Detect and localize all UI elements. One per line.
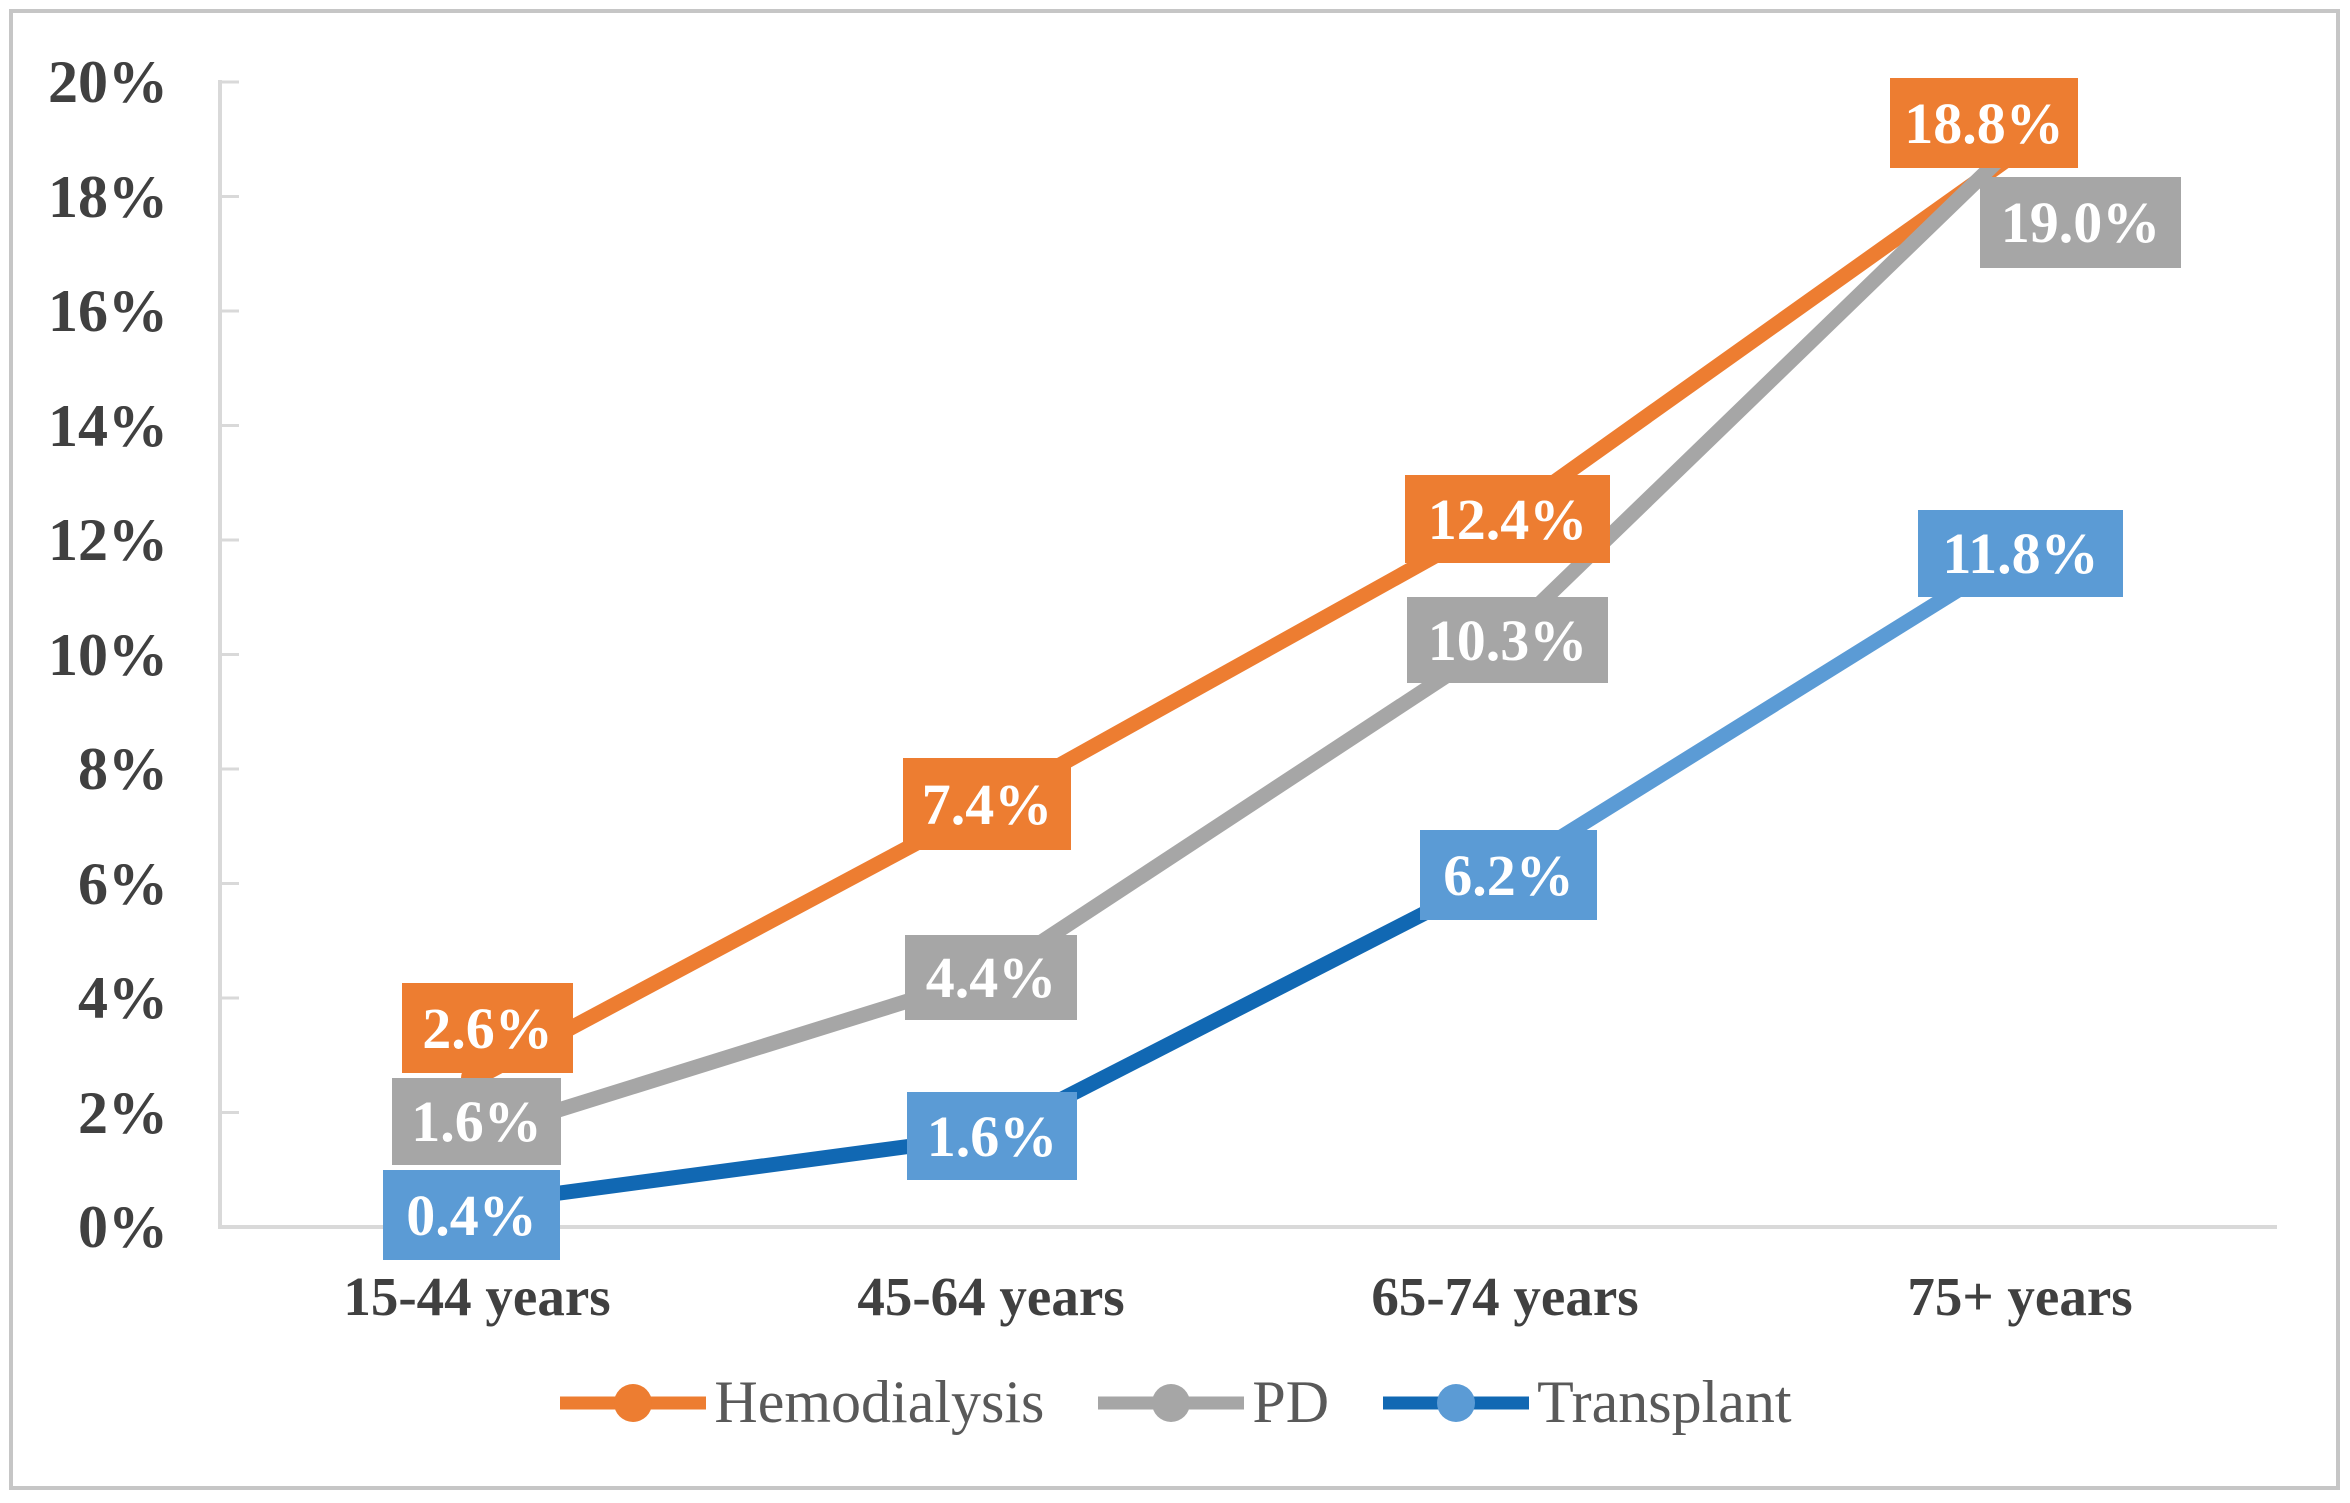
pd-data-label-3: 19.0% <box>1980 177 2181 268</box>
legend-item-hemodialysis: Hemodialysis <box>558 1368 1044 1437</box>
legend-item-transplant: Transplant <box>1381 1368 1792 1437</box>
pd-data-label-2: 10.3% <box>1407 597 1608 683</box>
legend-label-transplant: Transplant <box>1537 1369 1792 1435</box>
pd-data-label-0: 1.6% <box>392 1078 561 1165</box>
y-axis-labels: 0% 2% 4% 6% 8% 10% 12% 14% 16% 18% 20% <box>0 0 168 1503</box>
transplant-line-segment-0 <box>476 1127 992 1212</box>
pd-data-label-1: 4.4% <box>905 935 1077 1020</box>
y-tick-label-10: 20% <box>48 49 168 115</box>
transplant-legend-marker-icon <box>1383 1383 1530 1422</box>
legend-label-pd: PD <box>1252 1369 1330 1435</box>
y-tick-label-2: 4% <box>78 965 168 1031</box>
legend-circle <box>1152 1383 1191 1422</box>
y-tick-label-8: 16% <box>48 278 168 344</box>
y-tick-label-3: 6% <box>78 850 168 917</box>
hemodialysis-data-label-1: 7.4% <box>903 758 1071 850</box>
transplant-data-label-0: 0.4% <box>383 1170 560 1260</box>
pd-legend-marker-icon <box>1098 1383 1245 1422</box>
transplant-line-segment-1 <box>987 865 1509 1143</box>
y-tick-label-1: 2% <box>78 1079 168 1146</box>
hemodialysis-data-label-3: 18.8% <box>1890 78 2078 168</box>
y-tick-label-5: 10% <box>48 621 168 688</box>
y-tick-label-6: 12% <box>48 507 168 573</box>
transplant-data-label-3: 11.8% <box>1918 510 2123 597</box>
transplant-data-label-1: 1.6% <box>907 1092 1077 1180</box>
hemodialysis-data-label-0: 2.6% <box>402 983 573 1073</box>
hemodialysis-data-label-2: 12.4% <box>1405 475 1610 563</box>
hemodialysis-line-segment-2 <box>1500 144 2025 524</box>
x-category-label-2: 65-74 years <box>1371 1266 1639 1327</box>
x-category-label-1: 45-64 years <box>857 1266 1125 1327</box>
transplant-data-label-2: 6.2% <box>1420 830 1597 920</box>
transplant-line-segment-2 <box>1501 545 2024 879</box>
legend-item-pd: PD <box>1096 1368 1329 1437</box>
y-tick-label-4: 8% <box>78 736 168 802</box>
legend: Hemodialysis PD Transplant <box>0 1368 2350 1437</box>
y-tick-label-9: 18% <box>48 163 168 230</box>
x-category-label-3: 75+ years <box>1907 1266 2133 1327</box>
y-tick-label-7: 14% <box>48 392 168 459</box>
y-tick-label-0: 0% <box>78 1194 168 1260</box>
hemodialysis-line-segment-1 <box>987 510 1509 810</box>
x-category-label-0: 15-44 years <box>343 1266 611 1327</box>
legend-label-hemodialysis: Hemodialysis <box>714 1369 1045 1435</box>
legend-circle <box>1437 1383 1476 1422</box>
hemodialysis-legend-marker-icon <box>560 1383 707 1422</box>
legend-circle <box>614 1383 653 1422</box>
pd-line-segment-1 <box>986 631 1510 982</box>
